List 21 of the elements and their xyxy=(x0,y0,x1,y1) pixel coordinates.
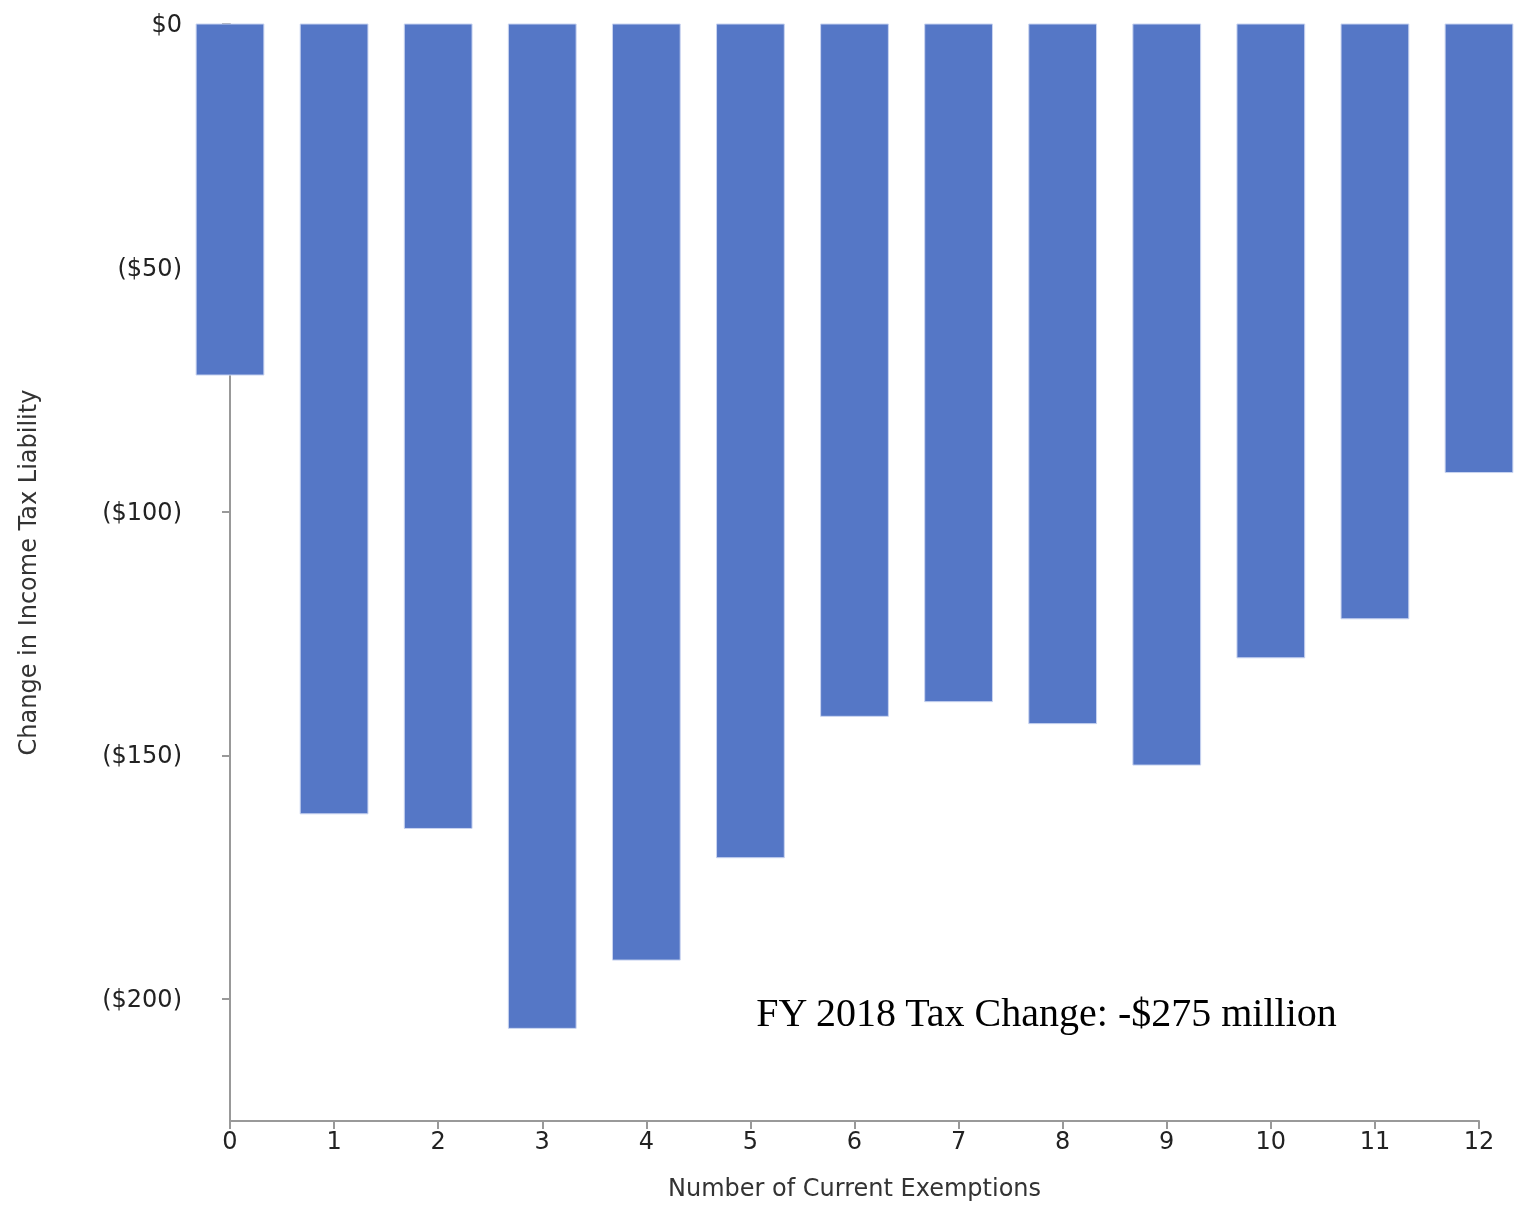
x-tick-label: 12 xyxy=(1463,1127,1495,1155)
x-tick-label: 4 xyxy=(638,1127,654,1155)
annotation: FY 2018 Tax Change: -$275 million xyxy=(756,989,1337,1035)
x-tick-label: 1 xyxy=(326,1127,342,1155)
y-tick-label: ($100) xyxy=(102,497,182,526)
x-tick-label: 5 xyxy=(742,1127,759,1155)
x-tick-label: 6 xyxy=(846,1127,863,1155)
y-tick-label: ($200) xyxy=(102,985,182,1014)
x-tick-label: 8 xyxy=(1055,1127,1071,1155)
y-tick-label: ($50) xyxy=(117,253,182,282)
x-tick-label: 3 xyxy=(534,1127,550,1155)
x-tick-label: 11 xyxy=(1359,1127,1391,1155)
x-tick-label: 2 xyxy=(430,1127,446,1155)
x-tick-label: 7 xyxy=(950,1127,967,1155)
x-tick-label: 10 xyxy=(1255,1127,1287,1155)
y-axis-title: Change in Income Tax Liability xyxy=(14,389,42,756)
x-tick-label: 0 xyxy=(222,1127,238,1155)
y-tick-label: ($150) xyxy=(102,741,182,770)
x-tick-label: 9 xyxy=(1159,1127,1175,1155)
y-tick-label: $0 xyxy=(151,10,182,38)
x-axis-title: Number of Current Exemptions xyxy=(667,1174,1042,1202)
